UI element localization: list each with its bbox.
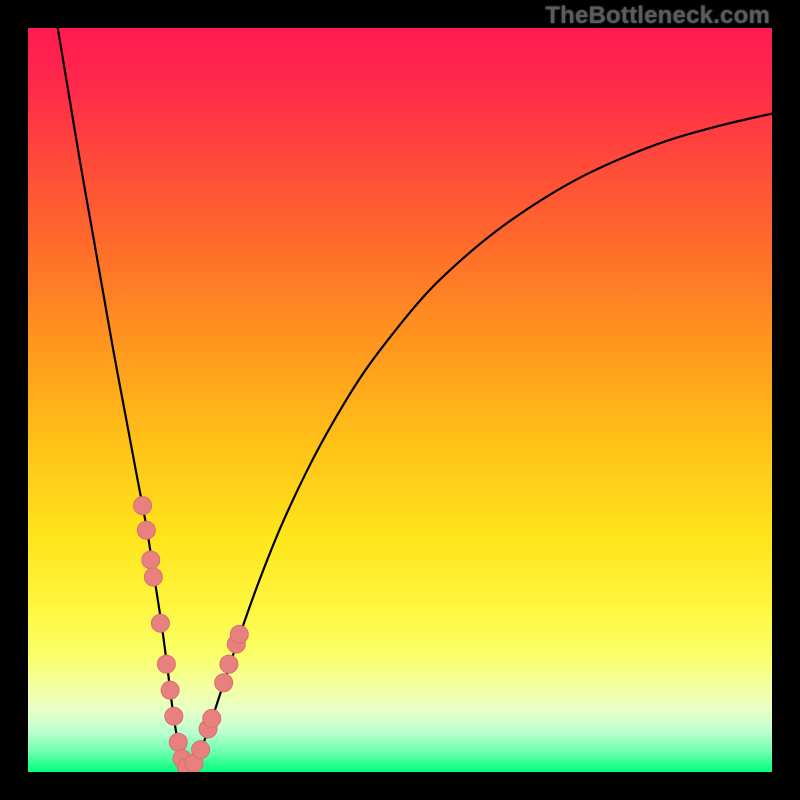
data-marker (161, 681, 179, 699)
watermark-text: TheBottleneck.com (545, 2, 770, 30)
data-marker (169, 733, 187, 751)
curves-layer (28, 28, 772, 772)
data-marker (220, 655, 238, 673)
chart-frame: TheBottleneck.com (0, 0, 800, 800)
data-marker (134, 497, 152, 515)
data-marker (142, 551, 160, 569)
data-marker (144, 568, 162, 586)
data-marker (137, 521, 155, 539)
data-marker (151, 614, 169, 632)
data-markers-group (134, 497, 249, 772)
data-marker (230, 625, 248, 643)
data-marker (215, 674, 233, 692)
data-marker (165, 707, 183, 725)
data-marker (192, 741, 210, 759)
plot-area (28, 28, 772, 772)
curve-right-branch (188, 114, 772, 772)
data-marker (203, 709, 221, 727)
data-marker (157, 655, 175, 673)
